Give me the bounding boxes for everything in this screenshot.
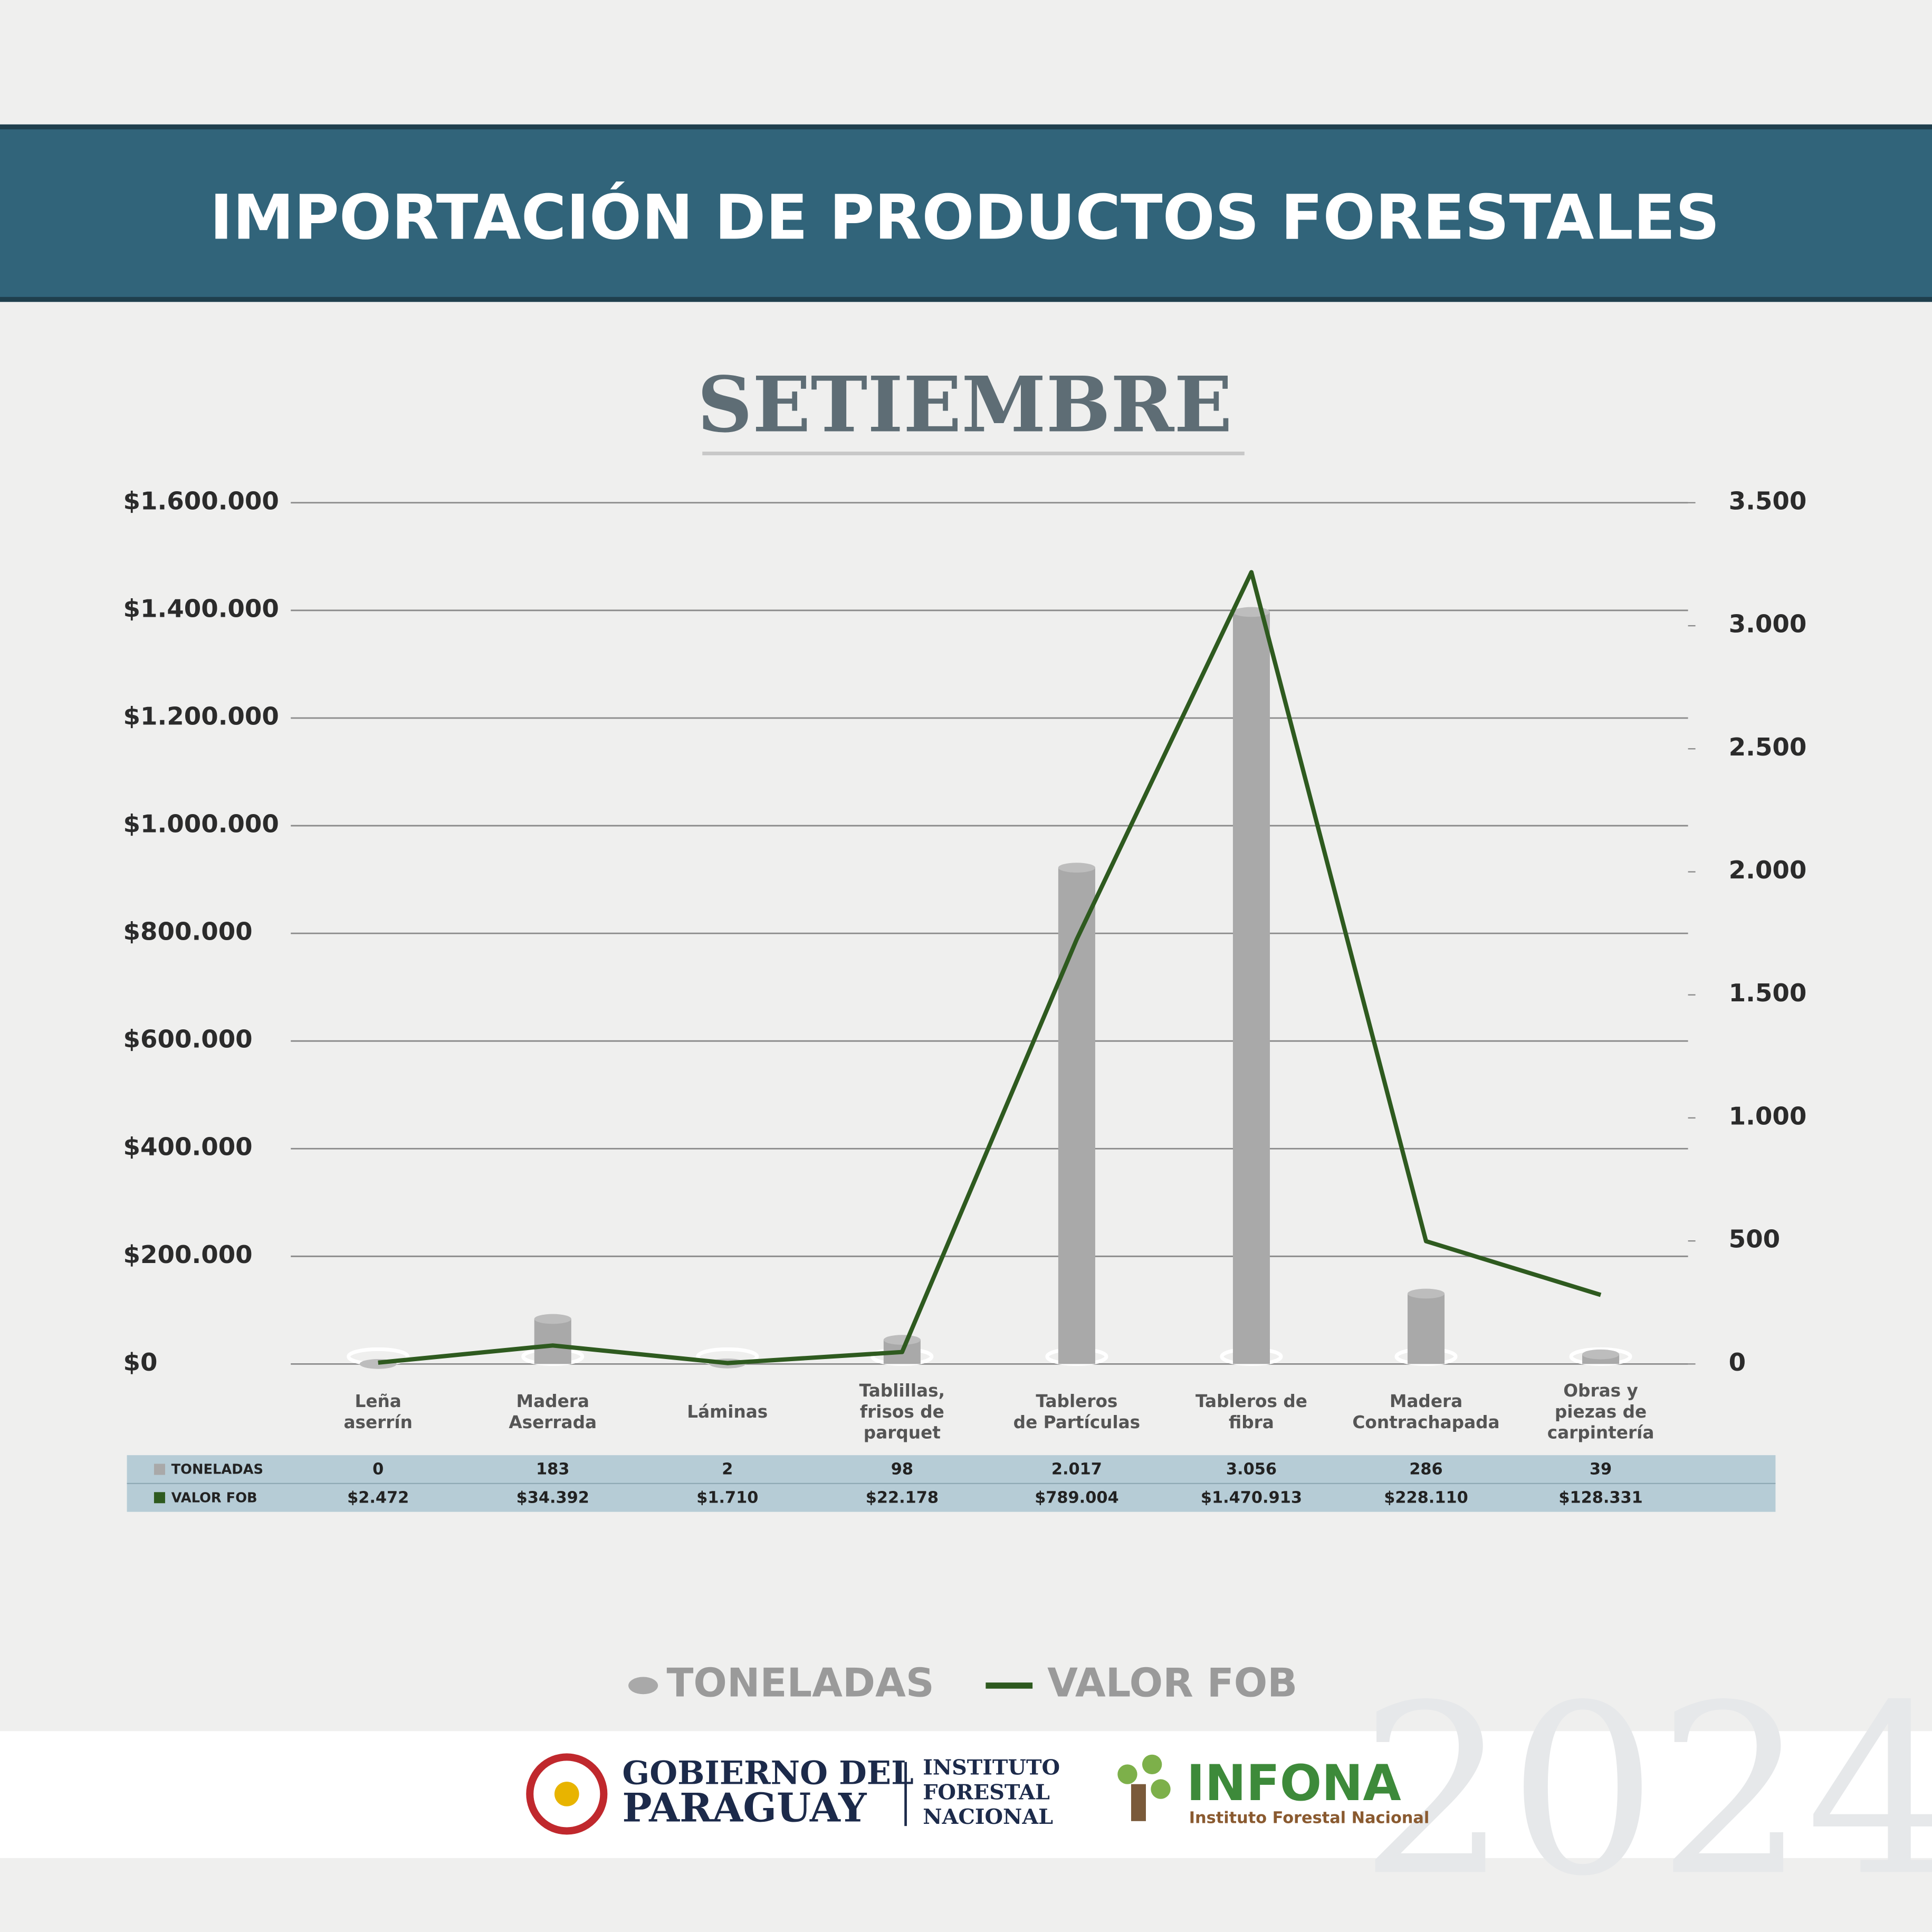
logo-star: [554, 1782, 579, 1806]
data-label: 2: [722, 1460, 733, 1479]
data-label: $22.178: [866, 1488, 939, 1507]
logo-emblem: [526, 1753, 608, 1835]
data-label: 39: [1590, 1460, 1612, 1479]
data-label: 3.056: [1226, 1460, 1277, 1479]
y-tick-label: $200.000: [123, 1241, 253, 1269]
y-tick-label: $600.000: [123, 1026, 253, 1054]
logo-text: INSTITUTO: [923, 1756, 1060, 1780]
legend-label: VALOR FOB: [1047, 1660, 1297, 1706]
table-swatch: [154, 1492, 165, 1504]
data-label: $789.004: [1035, 1488, 1118, 1507]
y2-tick-label: 2.000: [1729, 856, 1807, 885]
logo-trunk: [1131, 1784, 1146, 1821]
data-label: 2.017: [1051, 1460, 1102, 1479]
table-row-label: VALOR FOB: [171, 1490, 257, 1506]
legend-swatch: [628, 1677, 658, 1695]
logo-text: NACIONAL: [923, 1805, 1053, 1829]
bar: [1232, 611, 1270, 1364]
y2-tick-label: 500: [1729, 1226, 1780, 1254]
data-label: 0: [372, 1460, 384, 1479]
x-tick-label: Leña aserrín: [343, 1392, 413, 1433]
bar-cap: [1407, 1288, 1445, 1299]
bar-cap: [534, 1314, 571, 1324]
logo-text: Instituto Forestal Nacional: [1189, 1809, 1430, 1828]
legend-label: TONELADAS: [666, 1660, 934, 1706]
header-band: [0, 124, 1932, 302]
y-tick-label: $0: [123, 1348, 158, 1377]
data-label: $228.110: [1384, 1488, 1468, 1507]
y-tick-label: $400.000: [123, 1133, 253, 1162]
y-tick-label: $1.600.000: [123, 487, 279, 515]
data-label: $2.472: [347, 1488, 409, 1507]
logo-leaf: [1142, 1754, 1162, 1775]
bar-cap: [1058, 863, 1095, 873]
logo-text: FORESTAL: [923, 1780, 1050, 1804]
year-watermark: 2024: [1360, 1654, 1932, 1927]
data-label: 183: [536, 1460, 569, 1479]
table-row-label: TONELADAS: [171, 1462, 263, 1478]
y2-tick-label: 2.500: [1729, 733, 1807, 762]
y-tick-label: $800.000: [123, 918, 253, 946]
x-tick-label: Madera Aserrada: [509, 1392, 597, 1433]
y2-tick-label: 3.000: [1729, 610, 1807, 639]
y-tick-label: $1.200.000: [123, 702, 279, 731]
chart-subtitle: SETIEMBRE: [697, 360, 1232, 450]
logo-text: PARAGUAY: [622, 1785, 867, 1831]
header-border: [0, 297, 1932, 302]
y2-tick-label: 1.000: [1729, 1102, 1807, 1131]
data-label: $1.710: [696, 1488, 758, 1507]
logo-leaf: [1151, 1779, 1171, 1799]
x-tick-label: Tablillas, frisos de parquet: [859, 1382, 945, 1443]
header-border: [0, 124, 1932, 130]
data-label: 286: [1409, 1460, 1442, 1479]
table-swatch: [154, 1464, 165, 1475]
bar-cap: [1582, 1349, 1620, 1360]
bar: [1407, 1293, 1445, 1364]
x-tick-label: Tableros de fibra: [1195, 1392, 1307, 1433]
chart-title: IMPORTACIÓN DE PRODUCTOS FORESTALES: [210, 181, 1720, 254]
data-label: 98: [891, 1460, 913, 1479]
bar-cap: [883, 1335, 921, 1345]
y2-tick-label: 1.500: [1729, 979, 1807, 1008]
y-tick-label: $1.400.000: [123, 595, 279, 623]
x-tick-label: Madera Contrachapada: [1352, 1392, 1500, 1433]
x-tick-label: Tableros de Partículas: [1013, 1392, 1141, 1433]
data-label: $34.392: [517, 1488, 589, 1507]
y2-tick-label: 3.500: [1729, 487, 1807, 515]
bar: [534, 1318, 571, 1364]
logo-text: INFONA: [1187, 1755, 1401, 1812]
logo-leaf: [1117, 1764, 1137, 1784]
logo-text: GOBIERNO DEL: [622, 1754, 913, 1792]
y-tick-label: $1.000.000: [123, 810, 279, 839]
x-tick-label: Obras y piezas de carpintería: [1547, 1382, 1654, 1443]
footer-band: [0, 1731, 1932, 1858]
data-label: $128.331: [1558, 1488, 1642, 1507]
data-label: $1.470.913: [1201, 1488, 1302, 1507]
y2-tick-label: 0: [1729, 1348, 1746, 1377]
bar: [1058, 867, 1095, 1364]
line: [378, 570, 1602, 1365]
x-tick-label: Láminas: [687, 1402, 768, 1423]
